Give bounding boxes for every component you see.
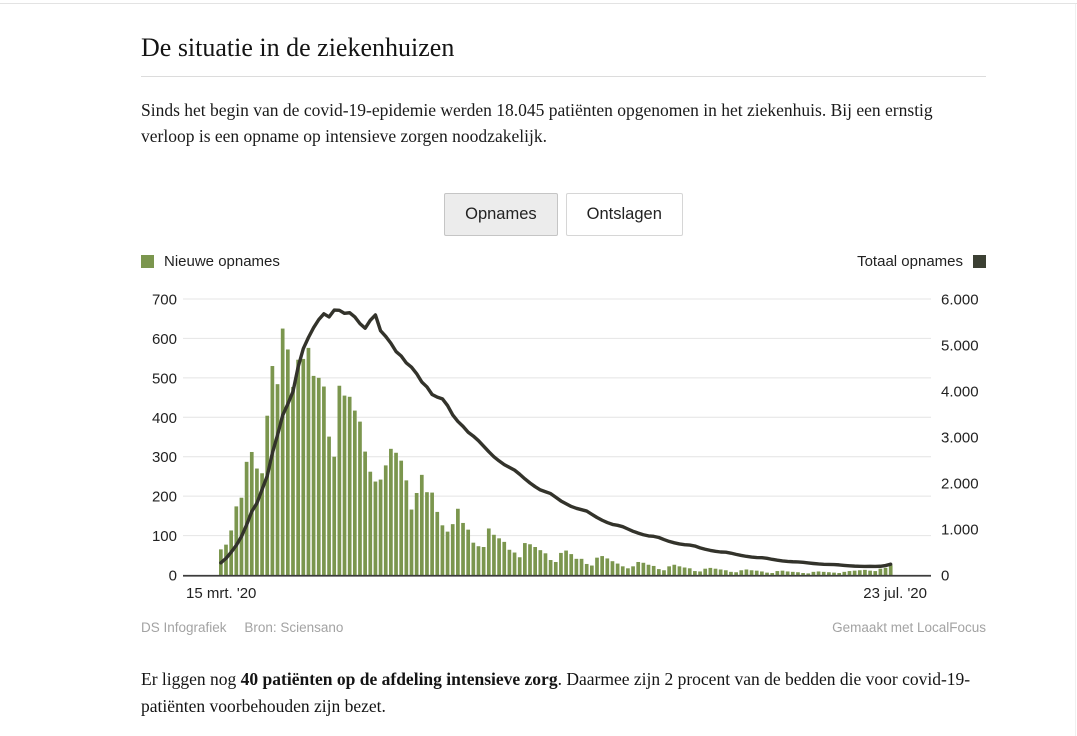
outro-text: Er liggen nog 40 patiënten op de afdelin… <box>141 666 986 720</box>
svg-text:15 mrt. '20: 15 mrt. '20 <box>186 585 256 602</box>
chart-toggle-group: Opnames Ontslagen <box>141 193 986 236</box>
svg-text:5.000: 5.000 <box>941 338 979 355</box>
svg-text:200: 200 <box>152 489 177 506</box>
page-right-divider <box>1075 4 1076 736</box>
legend-total-admissions: Totaal opnames <box>857 253 986 270</box>
line-series-totaal-opnames <box>219 308 893 569</box>
legend-label-new-admissions: Nieuwe opnames <box>164 253 280 270</box>
article-content: De situatie in de ziekenhuizen Sinds het… <box>141 0 986 720</box>
legend-swatch-dark <box>973 255 986 268</box>
outro-text-bold: 40 patiënten op de afdeling intensieve z… <box>240 669 558 689</box>
svg-text:1.000: 1.000 <box>941 522 979 539</box>
svg-text:2.000: 2.000 <box>941 476 979 493</box>
credits-left: DS Infografiek Bron: Sciensano <box>141 620 357 635</box>
svg-text:6.000: 6.000 <box>941 292 979 309</box>
page-top-divider <box>0 3 1077 4</box>
svg-text:700: 700 <box>152 292 177 309</box>
outro-text-after: . Daarmee zijn 2 procent van de bedden d… <box>141 669 971 716</box>
svg-text:400: 400 <box>152 410 177 427</box>
bars-series-nieuwe-opnames <box>219 328 893 575</box>
legend-swatch-green <box>141 255 154 268</box>
page-title: De situatie in de ziekenhuizen <box>141 33 455 62</box>
right-axis-labels: 0 1.000 2.000 3.000 4.000 5.000 6.000 <box>941 292 979 585</box>
svg-text:0: 0 <box>169 568 177 585</box>
legend-new-admissions: Nieuwe opnames <box>141 253 280 270</box>
chart-credits: DS Infografiek Bron: Sciensano Gemaakt m… <box>141 620 986 635</box>
chart-legend: Nieuwe opnames Totaal opnames <box>141 253 986 270</box>
title-divider <box>141 76 986 77</box>
tab-opnames[interactable]: Opnames <box>444 193 558 236</box>
svg-text:600: 600 <box>152 331 177 348</box>
hospital-admissions-chart: 0 100 200 300 400 500 600 700 0 1.000 2.000 3.000 4.… <box>141 290 986 604</box>
legend-label-total-admissions: Totaal opnames <box>857 253 963 270</box>
svg-text:4.000: 4.000 <box>941 384 979 401</box>
credit-publisher: DS Infografiek <box>141 620 227 635</box>
svg-text:0: 0 <box>941 568 949 585</box>
x-axis-labels: 15 mrt. '20 23 jul. '20 <box>186 585 927 602</box>
svg-text:500: 500 <box>152 370 177 387</box>
outro-text-before: Er liggen nog <box>141 669 241 689</box>
left-axis-labels: 0 100 200 300 400 500 600 700 <box>152 292 177 585</box>
credit-tool: Gemaakt met LocalFocus <box>832 620 986 635</box>
svg-text:300: 300 <box>152 449 177 466</box>
svg-text:23 jul. '20: 23 jul. '20 <box>863 585 927 602</box>
chart-svg: 0 100 200 300 400 500 600 700 0 1.000 2.000 3.000 4.… <box>152 292 979 603</box>
credit-source: Bron: Sciensano <box>244 620 344 635</box>
intro-text: Sinds het begin van de covid-19-epidemie… <box>141 100 933 146</box>
svg-text:100: 100 <box>152 528 177 545</box>
tab-ontslagen[interactable]: Ontslagen <box>565 193 683 236</box>
svg-text:3.000: 3.000 <box>941 430 979 447</box>
